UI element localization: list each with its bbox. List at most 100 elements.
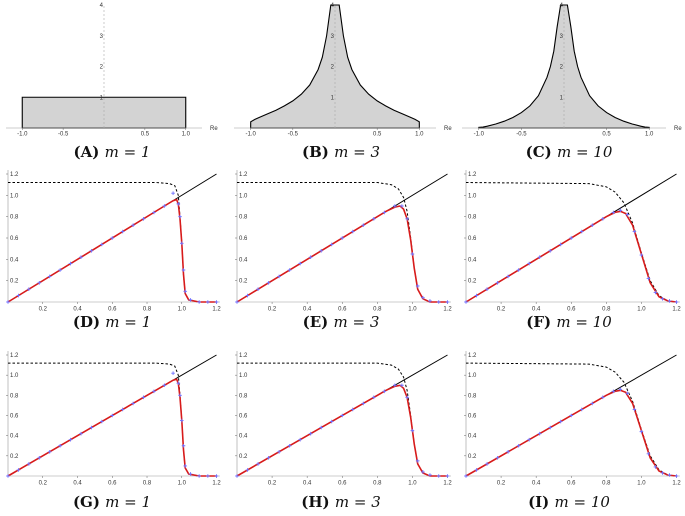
y-tick-label: 4	[560, 3, 564, 9]
x-tick-label: 1.2	[672, 481, 681, 487]
sample-point	[667, 299, 672, 303]
x-tick-label: 1.2	[212, 481, 221, 487]
sample-point	[590, 401, 595, 406]
chart-panel-b: -1.0 -0.5 0.5 1.0 1 2 3 4 Re (B) m = 3	[234, 3, 452, 161]
sample-point	[197, 474, 201, 478]
y-tick-label: 0.4	[10, 434, 19, 440]
sample-point	[235, 474, 239, 478]
sample-point	[206, 474, 210, 478]
sample-point	[639, 429, 644, 434]
sample-point	[474, 468, 479, 472]
x-tick-label: 0.4	[303, 481, 312, 487]
sample-point	[405, 395, 409, 400]
sample-point	[579, 229, 584, 234]
y-tick-label: 0.6	[10, 414, 19, 420]
caption-equation: m = 3	[334, 143, 380, 161]
panel-caption: (D) m = 1	[73, 313, 151, 331]
sample-point	[100, 419, 104, 424]
y-tick-label: 3	[100, 34, 104, 40]
x-tick-label: -1.0	[245, 132, 256, 138]
chart-panel-d: 0.2 0.4 0.6 0.8 1.0 1.2 0.2 0.4 0.6 0.8 1.0 1.2 (D) …	[6, 170, 221, 331]
sample-point	[674, 300, 679, 304]
sample-point	[516, 443, 521, 448]
x-tick-label: -1.0	[474, 132, 485, 138]
sample-point	[131, 223, 135, 227]
sample-point	[287, 443, 292, 448]
caption-label: (B)	[302, 143, 334, 161]
sample-point	[277, 450, 281, 454]
sample-point	[183, 289, 188, 294]
x-tick-label: 1.2	[443, 481, 452, 487]
sample-point	[188, 298, 193, 302]
red-fit-curve	[236, 384, 448, 477]
sample-point	[16, 293, 21, 298]
caption-equation: m = 3	[335, 493, 381, 511]
sample-point	[393, 204, 397, 208]
sample-point	[256, 287, 260, 291]
sample-point	[405, 217, 409, 221]
sample-point	[319, 249, 323, 253]
x-tick-label: 1.0	[178, 307, 187, 313]
x-tick-label: 0.2	[39, 481, 48, 487]
sample-point	[68, 261, 73, 266]
x-tick-label: 0.8	[143, 307, 152, 313]
caption-label: (E)	[303, 313, 334, 331]
sample-point	[653, 465, 658, 469]
sample-point	[415, 459, 420, 463]
sample-point	[495, 281, 500, 285]
sample-point	[495, 456, 500, 460]
sample-point	[162, 383, 167, 388]
y-tick-label: 0.4	[10, 257, 19, 263]
sample-point	[579, 407, 584, 412]
sample-point	[506, 274, 510, 279]
sample-point	[340, 236, 345, 240]
sample-point	[298, 261, 302, 266]
sample-point	[181, 443, 186, 448]
x-tick-label: 0.2	[268, 307, 277, 313]
y-tick-label: 2	[560, 65, 564, 71]
red-fit-curve	[7, 378, 217, 477]
sample-point	[287, 268, 292, 272]
sample-point	[58, 268, 62, 272]
y-tick-label: 1	[331, 95, 335, 101]
sample-point	[6, 300, 10, 304]
caption-label: (H)	[301, 493, 335, 511]
sample-point	[410, 428, 415, 433]
chart-panel-c: -1.0 -0.5 0.5 1.0 1 2 3 4 Re (C) m = 10	[462, 3, 682, 161]
y-tick-label: 0.2	[239, 454, 248, 460]
chart-panel-h: 0.2 0.4 0.6 0.8 1.0 1.2 0.2 0.4 0.6 0.8 1.0 1.2 (H) …	[235, 351, 452, 511]
y-tick-label: 2	[100, 65, 104, 71]
y-tick-label: 0.6	[10, 236, 19, 242]
spectral-density-outline	[478, 4, 650, 129]
x-tick-label: 0.6	[338, 307, 347, 313]
sample-point	[639, 253, 644, 257]
sample-point	[393, 383, 397, 388]
sample-point	[16, 468, 21, 472]
x-tick-label: 0.6	[567, 307, 576, 313]
y-tick-label: 0.2	[468, 279, 477, 285]
y-tick-label: 3	[560, 34, 564, 40]
sample-point	[214, 474, 219, 478]
sample-point	[410, 252, 415, 256]
sample-point	[558, 419, 563, 424]
x-tick-label: 1.0	[415, 132, 424, 138]
sample-point	[79, 255, 83, 259]
x-tick-label: 0.6	[108, 481, 117, 487]
sample-point	[625, 212, 630, 217]
sample-point	[197, 300, 201, 304]
sample-point	[537, 255, 542, 259]
sample-point	[178, 393, 182, 398]
panel-caption: (I) m = 10	[528, 493, 610, 511]
y-tick-label: 0.6	[239, 236, 248, 242]
sample-point	[183, 464, 188, 468]
y-tick-label: 0.8	[239, 215, 248, 221]
y-tick-label: 0.6	[239, 414, 248, 420]
x-tick-label: 0.4	[73, 307, 82, 313]
sample-point	[308, 431, 313, 436]
sample-point	[474, 293, 479, 298]
caption-label: (F)	[526, 313, 556, 331]
chart-panel-e: 0.2 0.4 0.6 0.8 1.0 1.2 0.2 0.4 0.6 0.8 1.0 1.2 (E) …	[235, 170, 452, 331]
sample-point	[37, 281, 42, 285]
sample-point	[428, 473, 432, 477]
